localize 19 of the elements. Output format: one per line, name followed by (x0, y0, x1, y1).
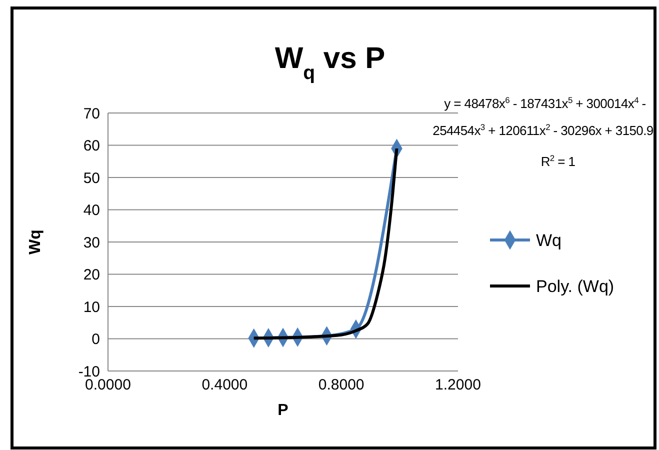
legend-label: Poly. (Wq) (536, 276, 614, 296)
y-axis-title: Wq (27, 230, 44, 254)
legend-label: Wq (536, 230, 562, 250)
text: R$^{2}$ = 1 (540, 153, 576, 169)
annotation: 254454x$^{3}$ + 120611x$^{2}$ - 30296x + 3150.9 (432, 122, 654, 138)
y-tick-label: 30 (83, 234, 100, 252)
x-tick-label: 1.2000 (435, 376, 481, 394)
x-axis-title: P (278, 402, 289, 419)
y-tick-label: 10 (83, 298, 100, 316)
y-tick-label: 20 (83, 266, 100, 284)
text: y = 48478x$^{6}$ - 187431x$^{5}$ + 300014x$^{4}$ - (444, 95, 646, 111)
chart-title: W$_{q}$ vs P (274, 42, 386, 84)
y-tick-label: 70 (83, 105, 100, 122)
y-tick-label: 50 (83, 170, 100, 187)
y-tick-label: 60 (83, 138, 100, 154)
y-tick-label: 0 (92, 331, 100, 348)
x-tick-label: 0.4000 (202, 376, 248, 394)
y-tick-label: 40 (83, 202, 100, 219)
x-tick-label: 0.8000 (318, 376, 364, 394)
